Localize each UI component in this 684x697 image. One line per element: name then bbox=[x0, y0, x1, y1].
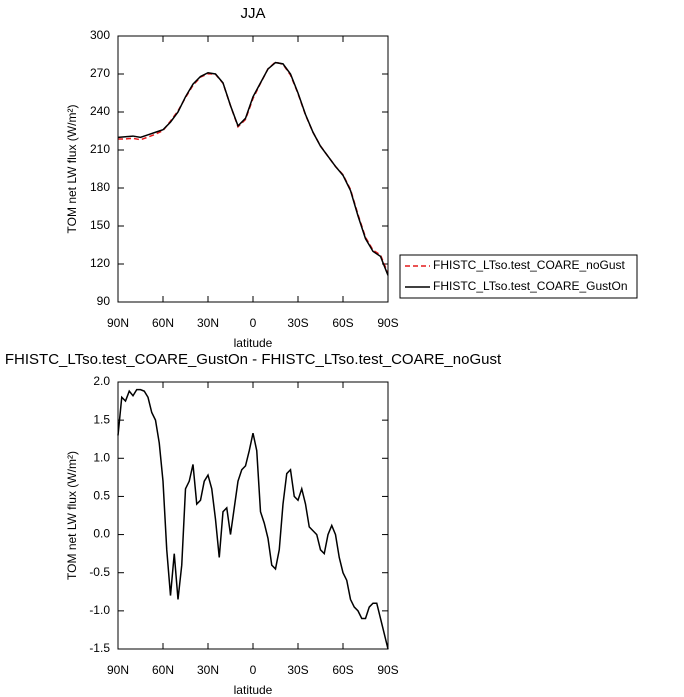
y-tick-label: 300 bbox=[90, 28, 110, 42]
x-tick-label: 60S bbox=[332, 663, 353, 677]
y-tick-label: 2.0 bbox=[93, 374, 110, 388]
y-tick-label: -1.5 bbox=[89, 641, 110, 655]
chart-title: JJA bbox=[240, 5, 265, 22]
x-tick-label: 0 bbox=[250, 316, 257, 330]
plot-frame bbox=[117, 35, 389, 303]
data-line bbox=[117, 388, 389, 650]
data-line bbox=[117, 61, 389, 276]
y-tick-label: 210 bbox=[90, 142, 110, 156]
y-tick-label: 270 bbox=[90, 66, 110, 80]
x-axis-label: latitude bbox=[234, 683, 273, 697]
x-tick-label: 60N bbox=[152, 663, 174, 677]
y-tick-label: 120 bbox=[90, 256, 110, 270]
y-tick-label: 180 bbox=[90, 180, 110, 194]
y-tick-label: 1.5 bbox=[93, 412, 110, 426]
x-tick-label: 0 bbox=[250, 663, 257, 677]
x-tick-label: 90S bbox=[377, 663, 398, 677]
legend-box bbox=[399, 254, 638, 299]
x-tick-label: 60N bbox=[152, 316, 174, 330]
x-tick-label: 30N bbox=[197, 316, 219, 330]
data-line bbox=[117, 61, 389, 274]
plot-frame bbox=[117, 381, 389, 650]
x-tick-label: 90N bbox=[107, 663, 129, 677]
legend-label: FHISTC_LTso.test_COARE_GustOn bbox=[433, 279, 628, 293]
y-tick-label: 150 bbox=[90, 218, 110, 232]
y-tick-label: 1.0 bbox=[93, 450, 110, 464]
x-tick-label: 30N bbox=[197, 663, 219, 677]
y-axis-label: TOM net LW flux (W/m²) bbox=[65, 105, 79, 234]
y-tick-label: 90 bbox=[97, 294, 111, 308]
x-tick-label: 60S bbox=[332, 316, 353, 330]
y-tick-label: -0.5 bbox=[89, 565, 110, 579]
legend-label: FHISTC_LTso.test_COARE_noGust bbox=[433, 258, 626, 272]
y-axis-label: TOM net LW flux (W/m²) bbox=[65, 451, 79, 580]
chart-title: FHISTC_LTso.test_COARE_GustOn - FHISTC_L… bbox=[5, 351, 502, 368]
y-tick-label: 0.0 bbox=[93, 527, 110, 541]
x-axis-label: latitude bbox=[234, 336, 273, 350]
x-tick-label: 90N bbox=[107, 316, 129, 330]
y-tick-label: 240 bbox=[90, 104, 110, 118]
y-tick-label: 0.5 bbox=[93, 489, 110, 503]
x-tick-label: 90S bbox=[377, 316, 398, 330]
y-tick-label: -1.0 bbox=[89, 603, 110, 617]
x-tick-label: 30S bbox=[287, 316, 308, 330]
x-tick-label: 30S bbox=[287, 663, 308, 677]
